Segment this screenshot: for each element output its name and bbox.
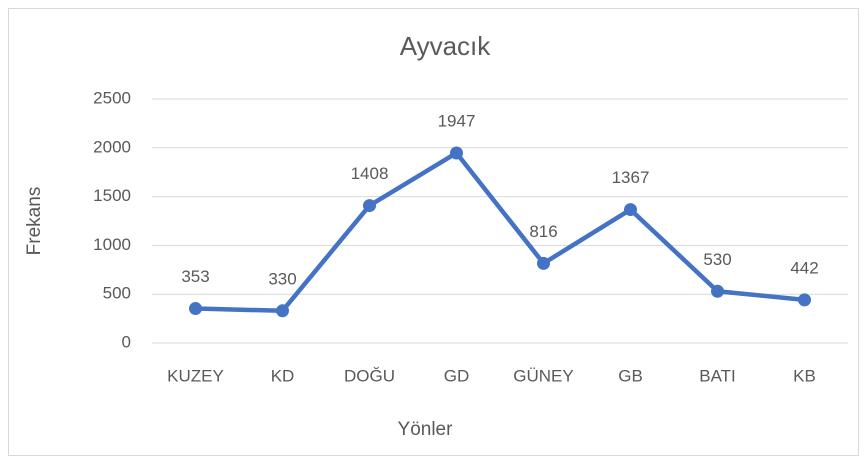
data-label: 816	[529, 222, 557, 241]
x-tick-label: DOĞU	[344, 366, 395, 385]
y-tick-label: 0	[122, 332, 131, 351]
data-label: 1367	[612, 168, 650, 187]
data-point	[711, 284, 724, 298]
x-tick-label: GB	[618, 366, 643, 385]
y-tick-label: 1000	[93, 235, 131, 254]
data-point	[363, 199, 376, 213]
data-line	[195, 150, 805, 314]
x-tick-label: KUZEY	[167, 366, 224, 385]
y-tick-label: 2500	[93, 88, 131, 107]
data-point	[537, 256, 550, 270]
y-tick-label: 1500	[93, 186, 131, 205]
data-point	[624, 203, 637, 217]
data-point	[798, 293, 811, 307]
data-label: 442	[790, 258, 818, 277]
y-tick-label: 2000	[93, 137, 131, 156]
chart-title: Ayvacık	[400, 31, 492, 61]
y-tick-label: 500	[103, 284, 131, 303]
data-point	[276, 304, 289, 318]
data-label: 353	[181, 267, 209, 286]
data-label: 1947	[438, 111, 476, 130]
data-point	[189, 302, 202, 316]
x-tick-label: KD	[271, 366, 295, 385]
x-tick-label: GD	[444, 366, 470, 385]
data-point	[450, 146, 463, 160]
data-label: 330	[268, 269, 296, 288]
data-label: 530	[703, 250, 731, 269]
x-tick-label: GÜNEY	[513, 366, 573, 385]
x-axis-label: Yönler	[398, 419, 454, 440]
x-tick-label: BATI	[699, 366, 736, 385]
data-label: 1408	[351, 164, 389, 183]
y-axis-label: Frekans	[24, 187, 45, 256]
chart-frame	[8, 8, 859, 456]
x-tick-label: KB	[793, 366, 816, 385]
